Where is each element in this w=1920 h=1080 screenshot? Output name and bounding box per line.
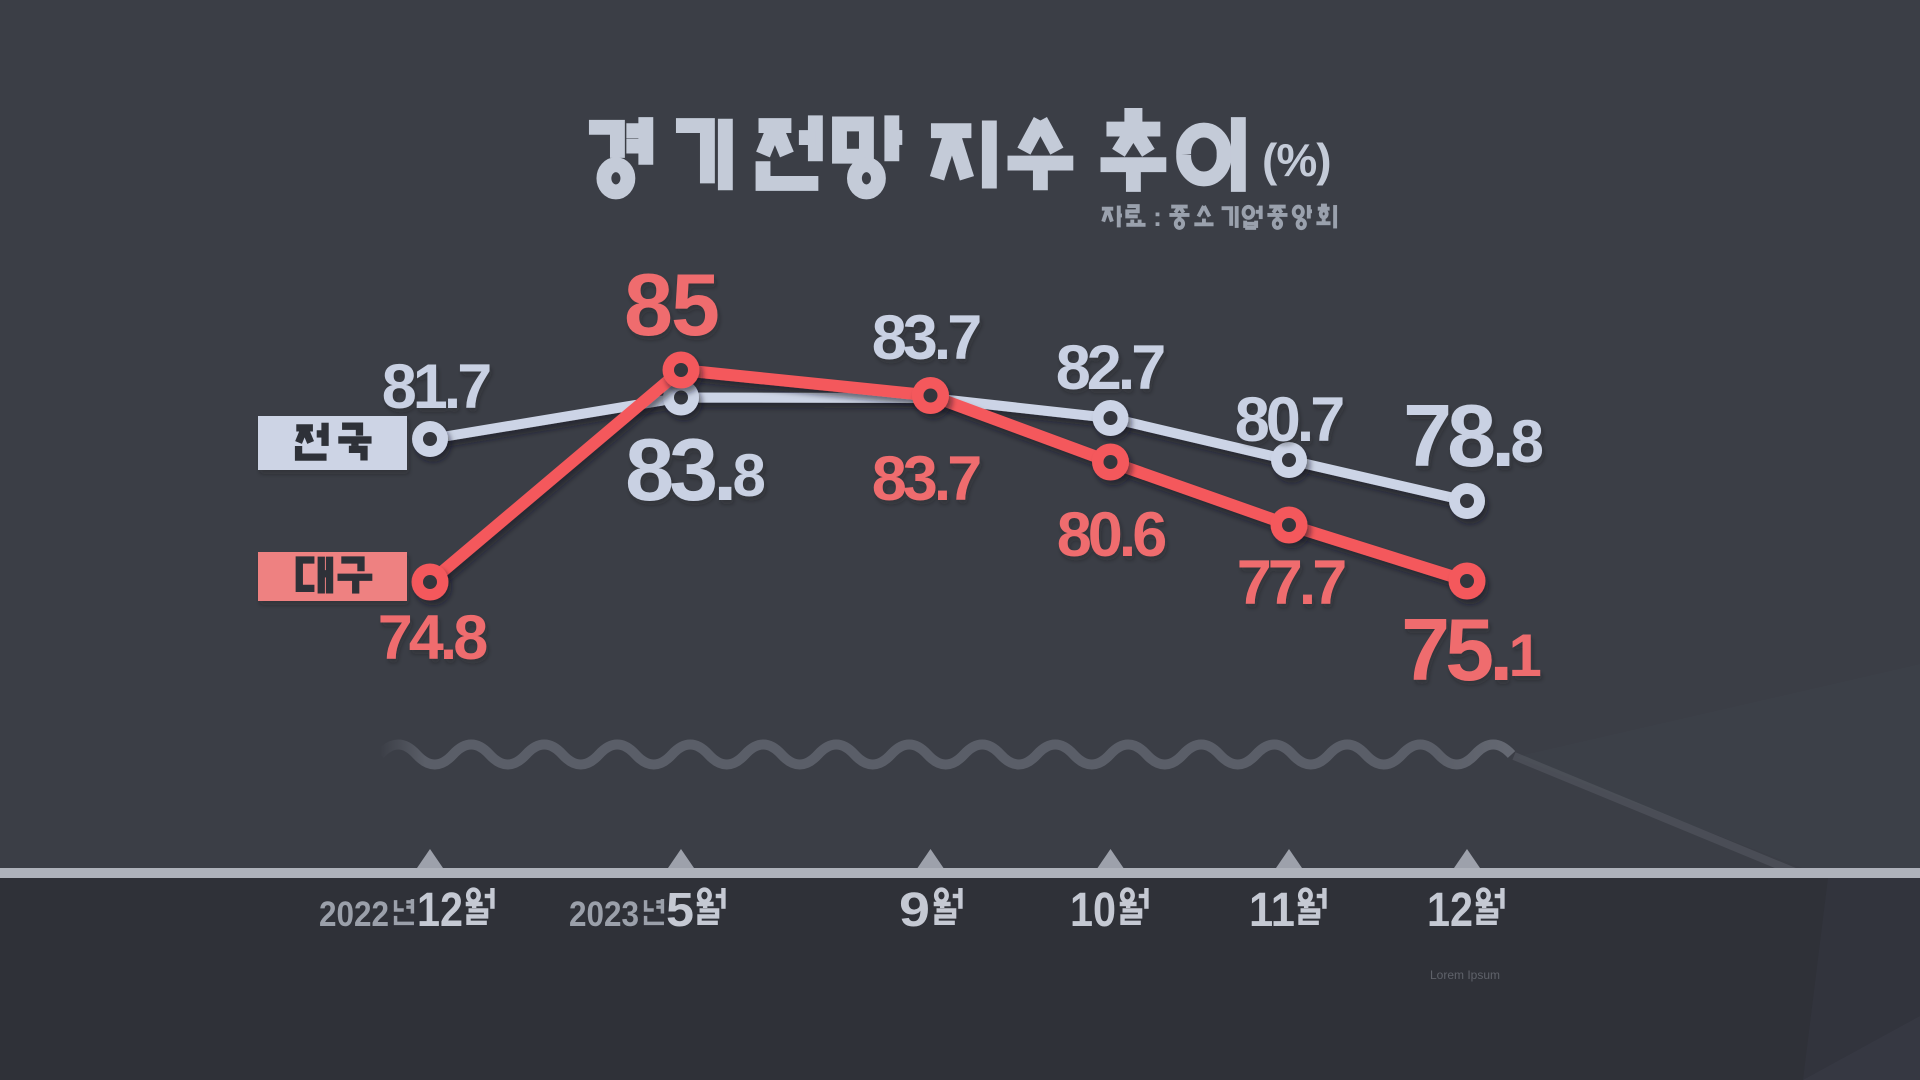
svg-text:11: 11 — [1249, 884, 1295, 937]
svg-text:80.6: 80.6 — [1057, 500, 1166, 570]
svg-text:2023: 2023 — [569, 895, 639, 934]
svg-text:12: 12 — [417, 884, 463, 937]
svg-text:10: 10 — [1070, 884, 1116, 937]
svg-text:9: 9 — [899, 884, 930, 937]
svg-text:83.7: 83.7 — [872, 444, 981, 514]
svg-text:83.7: 83.7 — [872, 303, 981, 373]
svg-text:Lorem Ipsum: Lorem Ipsum — [1430, 968, 1500, 982]
svg-text:82.7: 82.7 — [1056, 333, 1165, 403]
svg-text:85: 85 — [624, 255, 718, 354]
svg-text:81.7: 81.7 — [382, 352, 491, 422]
svg-text:75.1: 75.1 — [1401, 600, 1540, 699]
svg-text:74.8: 74.8 — [378, 603, 488, 673]
svg-text:5: 5 — [666, 884, 694, 937]
svg-text:77.7: 77.7 — [1237, 548, 1346, 618]
svg-text::: : — [1153, 202, 1162, 232]
svg-text:12: 12 — [1427, 884, 1473, 937]
svg-text:2022: 2022 — [319, 895, 389, 934]
svg-text:80.7: 80.7 — [1235, 385, 1344, 455]
svg-text:(%): (%) — [1262, 134, 1331, 186]
